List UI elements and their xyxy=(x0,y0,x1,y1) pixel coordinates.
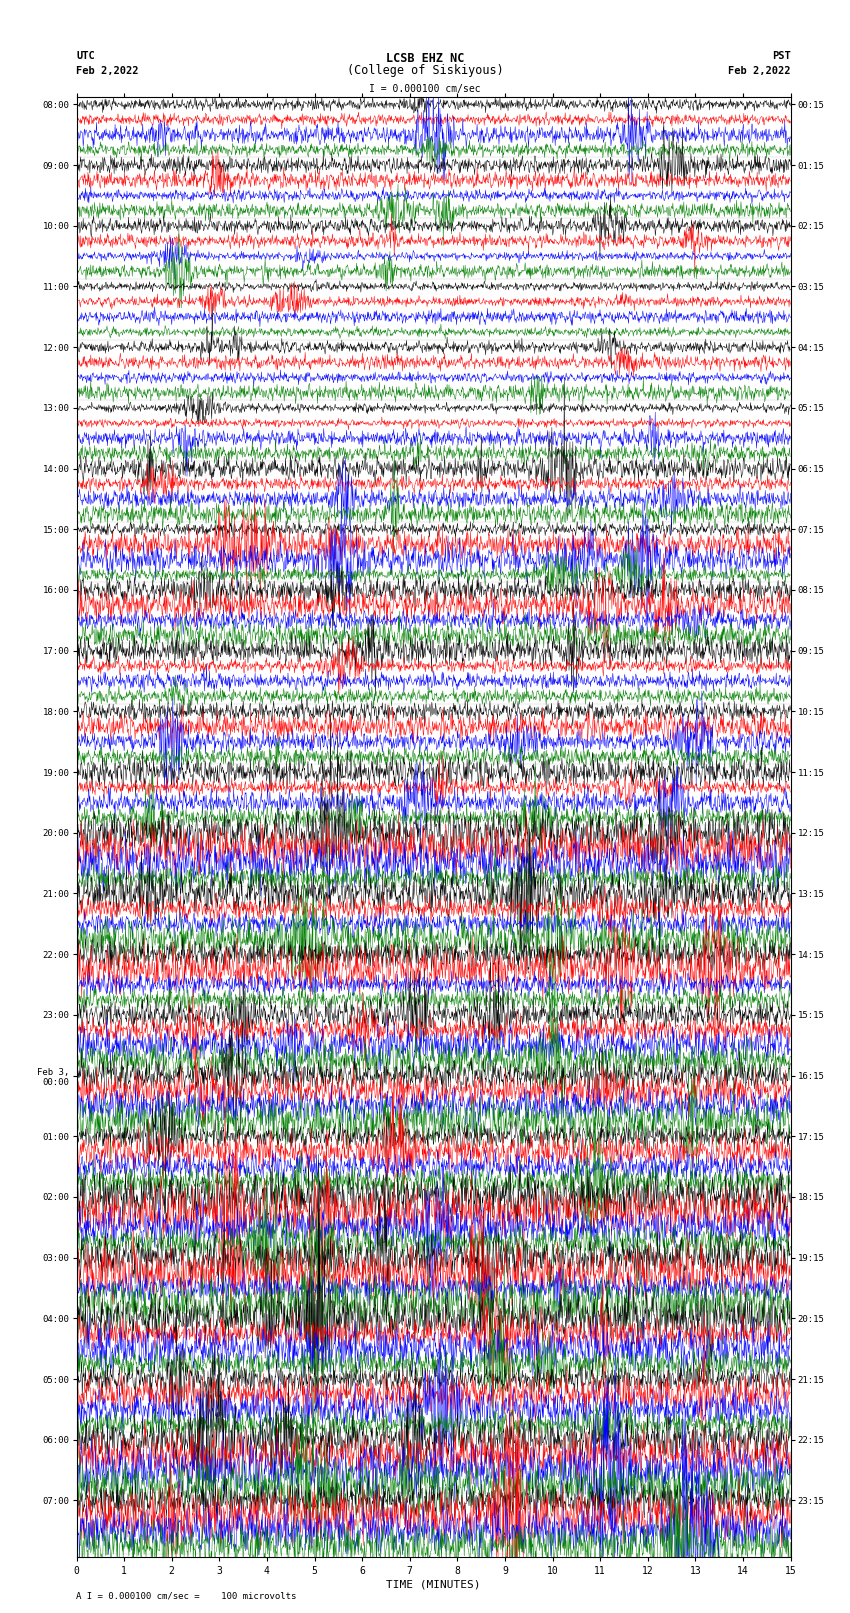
Text: UTC: UTC xyxy=(76,52,95,61)
Text: Feb 2,2022: Feb 2,2022 xyxy=(76,66,139,76)
Text: PST: PST xyxy=(772,52,791,61)
Text: (College of Siskiyous): (College of Siskiyous) xyxy=(347,65,503,77)
Text: I = 0.000100 cm/sec: I = 0.000100 cm/sec xyxy=(369,84,481,94)
Text: LCSB EHZ NC: LCSB EHZ NC xyxy=(386,52,464,65)
Text: Feb 2,2022: Feb 2,2022 xyxy=(728,66,791,76)
Text: A I = 0.000100 cm/sec =    100 microvolts: A I = 0.000100 cm/sec = 100 microvolts xyxy=(76,1590,297,1600)
X-axis label: TIME (MINUTES): TIME (MINUTES) xyxy=(386,1579,481,1590)
